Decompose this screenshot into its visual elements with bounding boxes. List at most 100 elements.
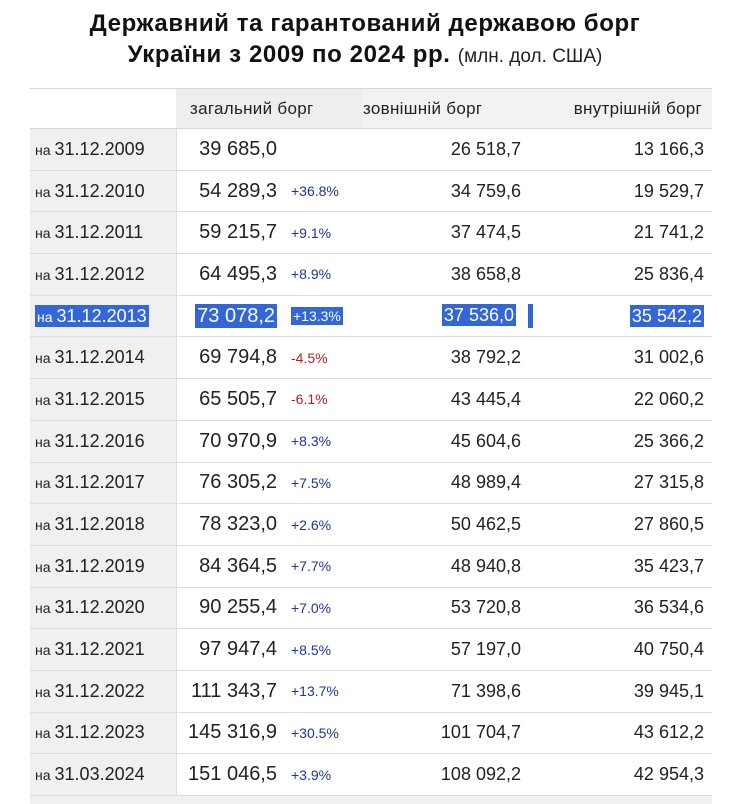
date-text: 31.12.2012 bbox=[54, 263, 145, 284]
table-row[interactable]: на 31.12.2020 90 255,4 +7.0% 53 720,8 36 534,… bbox=[30, 587, 712, 630]
change-cell bbox=[281, 128, 363, 171]
header-external-debt[interactable]: зовнішній борг bbox=[363, 88, 533, 129]
external-debt-cell: 71 398,6 bbox=[363, 670, 533, 713]
date-prefix: на bbox=[35, 475, 51, 492]
table-row[interactable]: на 31.12.2011 59 215,7 +9.1% 37 474,5 21 741,… bbox=[30, 211, 712, 255]
total-debt-cell: 84 364,5 bbox=[175, 545, 281, 588]
date-value: на 31.12.2013 bbox=[35, 304, 149, 327]
date-cell: на 31.12.2011 bbox=[30, 211, 176, 255]
date-prefix: на bbox=[35, 725, 51, 742]
date-value: на 31.12.2010 bbox=[35, 181, 145, 201]
external-debt-cell: 50 462,5 bbox=[363, 503, 533, 546]
change-percent: +7.5% bbox=[291, 474, 332, 491]
date-value: на 31.03.2024 bbox=[35, 764, 145, 784]
internal-debt-value: 31 002,6 bbox=[633, 347, 704, 368]
change-percent: -6.1% bbox=[291, 391, 328, 408]
date-prefix: на bbox=[35, 600, 51, 617]
external-debt-value: 45 604,6 bbox=[450, 430, 521, 451]
change-cell: +2.6% bbox=[281, 503, 363, 546]
change-percent: +13.3% bbox=[291, 307, 343, 326]
change-cell: -4.5% bbox=[281, 336, 363, 380]
internal-debt-value: 22 060,2 bbox=[633, 388, 704, 409]
table-row[interactable]: на 31.12.2015 65 505,7 -6.1% 43 445,4 22 060,… bbox=[30, 378, 712, 421]
date-value: на 31.12.2011 bbox=[35, 222, 143, 242]
date-prefix: на bbox=[35, 558, 51, 575]
date-prefix: на bbox=[35, 225, 51, 242]
date-cell: на 31.12.2022 bbox=[30, 670, 176, 713]
external-debt-value: 38 658,8 bbox=[450, 263, 521, 284]
table-row[interactable]: на 31.12.2013 73 078,2 +13.3% 37 536,0 35 542… bbox=[30, 295, 712, 338]
external-debt-value: 34 759,6 bbox=[450, 180, 521, 201]
internal-debt-value: 21 741,2 bbox=[633, 222, 704, 243]
internal-debt-value: 25 836,4 bbox=[633, 263, 704, 284]
external-debt-cell: 38 792,2 bbox=[363, 336, 533, 380]
date-cell: на 31.12.2019 bbox=[30, 545, 176, 588]
external-debt-cell: 57 197,0 bbox=[363, 628, 533, 671]
date-prefix: на bbox=[35, 391, 51, 408]
table-row[interactable]: на 31.12.2016 70 970,9 +8.3% 45 604,6 25 366,… bbox=[30, 420, 712, 463]
total-debt-value: 76 305,2 bbox=[199, 471, 277, 494]
table-row[interactable]: на 31.03.2024 151 046,5 +3.9% 108 092,2 42 95… bbox=[30, 753, 712, 796]
date-text: 31.12.2015 bbox=[54, 388, 145, 409]
internal-debt-value: 27 860,5 bbox=[633, 514, 704, 535]
total-debt-value: 59 215,7 bbox=[199, 221, 277, 244]
change-cell: +7.5% bbox=[281, 462, 363, 505]
internal-debt-cell: 40 750,4 bbox=[533, 628, 712, 671]
total-debt-value: 64 495,3 bbox=[199, 262, 277, 285]
date-text: 31.12.2010 bbox=[54, 180, 145, 201]
table-row[interactable]: на 31.12.2012 64 495,3 +8.9% 38 658,8 25 836,… bbox=[30, 253, 712, 296]
external-debt-value: 37 474,5 bbox=[450, 222, 521, 243]
internal-debt-value: 42 954,3 bbox=[633, 764, 704, 785]
date-cell: на 31.12.2018 bbox=[30, 503, 176, 546]
date-cell: на 31.12.2014 bbox=[30, 336, 176, 380]
date-cell: на 31.12.2012 bbox=[30, 253, 176, 296]
date-cell: на 31.12.2023 bbox=[30, 712, 176, 755]
table-row[interactable]: на 31.12.2021 97 947,4 +8.5% 57 197,0 40 750,… bbox=[30, 628, 712, 671]
date-prefix: на bbox=[35, 683, 51, 700]
external-debt-cell: 48 940,8 bbox=[363, 545, 533, 588]
title-line-1: Державний та гарантований державою борг bbox=[89, 10, 641, 37]
external-debt-cell: 34 759,6 bbox=[363, 170, 533, 213]
total-debt-cell: 64 495,3 bbox=[175, 253, 281, 296]
change-percent: +2.6% bbox=[291, 516, 332, 533]
table-row[interactable]: на 31.12.2014 69 794,8 -4.5% 38 792,2 31 002,… bbox=[30, 336, 712, 380]
header-internal-debt[interactable]: внутрішній борг bbox=[533, 88, 712, 129]
date-cell: на 31.12.2010 bbox=[30, 170, 176, 213]
change-percent: +30.5% bbox=[291, 724, 339, 741]
header-total-debt[interactable]: загальний борг bbox=[176, 88, 363, 129]
change-percent: +8.5% bbox=[291, 641, 332, 658]
total-debt-value: 84 364,5 bbox=[199, 554, 277, 577]
date-prefix: на bbox=[35, 517, 51, 534]
date-prefix: на bbox=[35, 767, 51, 784]
change-cell: +36.8% bbox=[281, 170, 363, 213]
total-debt-cell: 111 343,7 bbox=[175, 670, 281, 713]
date-value: на 31.12.2012 bbox=[35, 264, 145, 284]
total-debt-value: 111 343,7 bbox=[190, 679, 277, 702]
external-debt-cell: 43 445,4 bbox=[363, 378, 533, 421]
date-value: на 31.12.2021 bbox=[35, 639, 145, 659]
table-body: на 31.12.2009 39 685,0 26 518,7 13 166,3 на 31… bbox=[30, 128, 712, 796]
change-cell: +30.5% bbox=[281, 712, 363, 755]
table-row[interactable]: на 31.12.2023 145 316,9 +30.5% 101 704,7 43 6… bbox=[30, 712, 712, 755]
table-row[interactable]: на 31.12.2019 84 364,5 +7.7% 48 940,8 35 423,… bbox=[30, 545, 712, 588]
internal-debt-value: 25 366,2 bbox=[633, 430, 704, 451]
total-debt-value: 78 323,0 bbox=[199, 513, 277, 536]
table-row[interactable]: на 31.12.2010 54 289,3 +36.8% 34 759,6 19 529… bbox=[30, 170, 712, 213]
table-row[interactable]: на 31.12.2018 78 323,0 +2.6% 50 462,5 27 860,… bbox=[30, 503, 712, 546]
date-value: на 31.12.2018 bbox=[35, 514, 145, 534]
date-cell: на 31.12.2013 bbox=[30, 295, 176, 338]
total-debt-value: 90 255,4 bbox=[199, 596, 277, 619]
internal-debt-value: 35 542,2 bbox=[629, 304, 704, 327]
internal-debt-cell: 31 002,6 bbox=[533, 336, 712, 380]
table-row[interactable]: на 31.12.2022 111 343,7 +13.7% 71 398,6 39 94… bbox=[30, 670, 712, 713]
date-value: на 31.12.2017 bbox=[35, 472, 145, 492]
total-debt-cell: 70 970,9 bbox=[175, 420, 281, 463]
total-debt-cell: 97 947,4 bbox=[175, 628, 281, 671]
external-debt-cell: 37 536,0 bbox=[363, 295, 533, 338]
title-line-2: України з 2009 по 2024 рр. (млн. дол. СШ… bbox=[0, 39, 730, 72]
total-debt-value: 65 505,7 bbox=[199, 387, 277, 410]
change-cell: +8.9% bbox=[281, 253, 363, 296]
table-row[interactable]: на 31.12.2009 39 685,0 26 518,7 13 166,3 bbox=[30, 128, 712, 171]
internal-debt-value: 19 529,7 bbox=[633, 180, 704, 201]
table-row[interactable]: на 31.12.2017 76 305,2 +7.5% 48 989,4 27 315,… bbox=[30, 462, 712, 505]
